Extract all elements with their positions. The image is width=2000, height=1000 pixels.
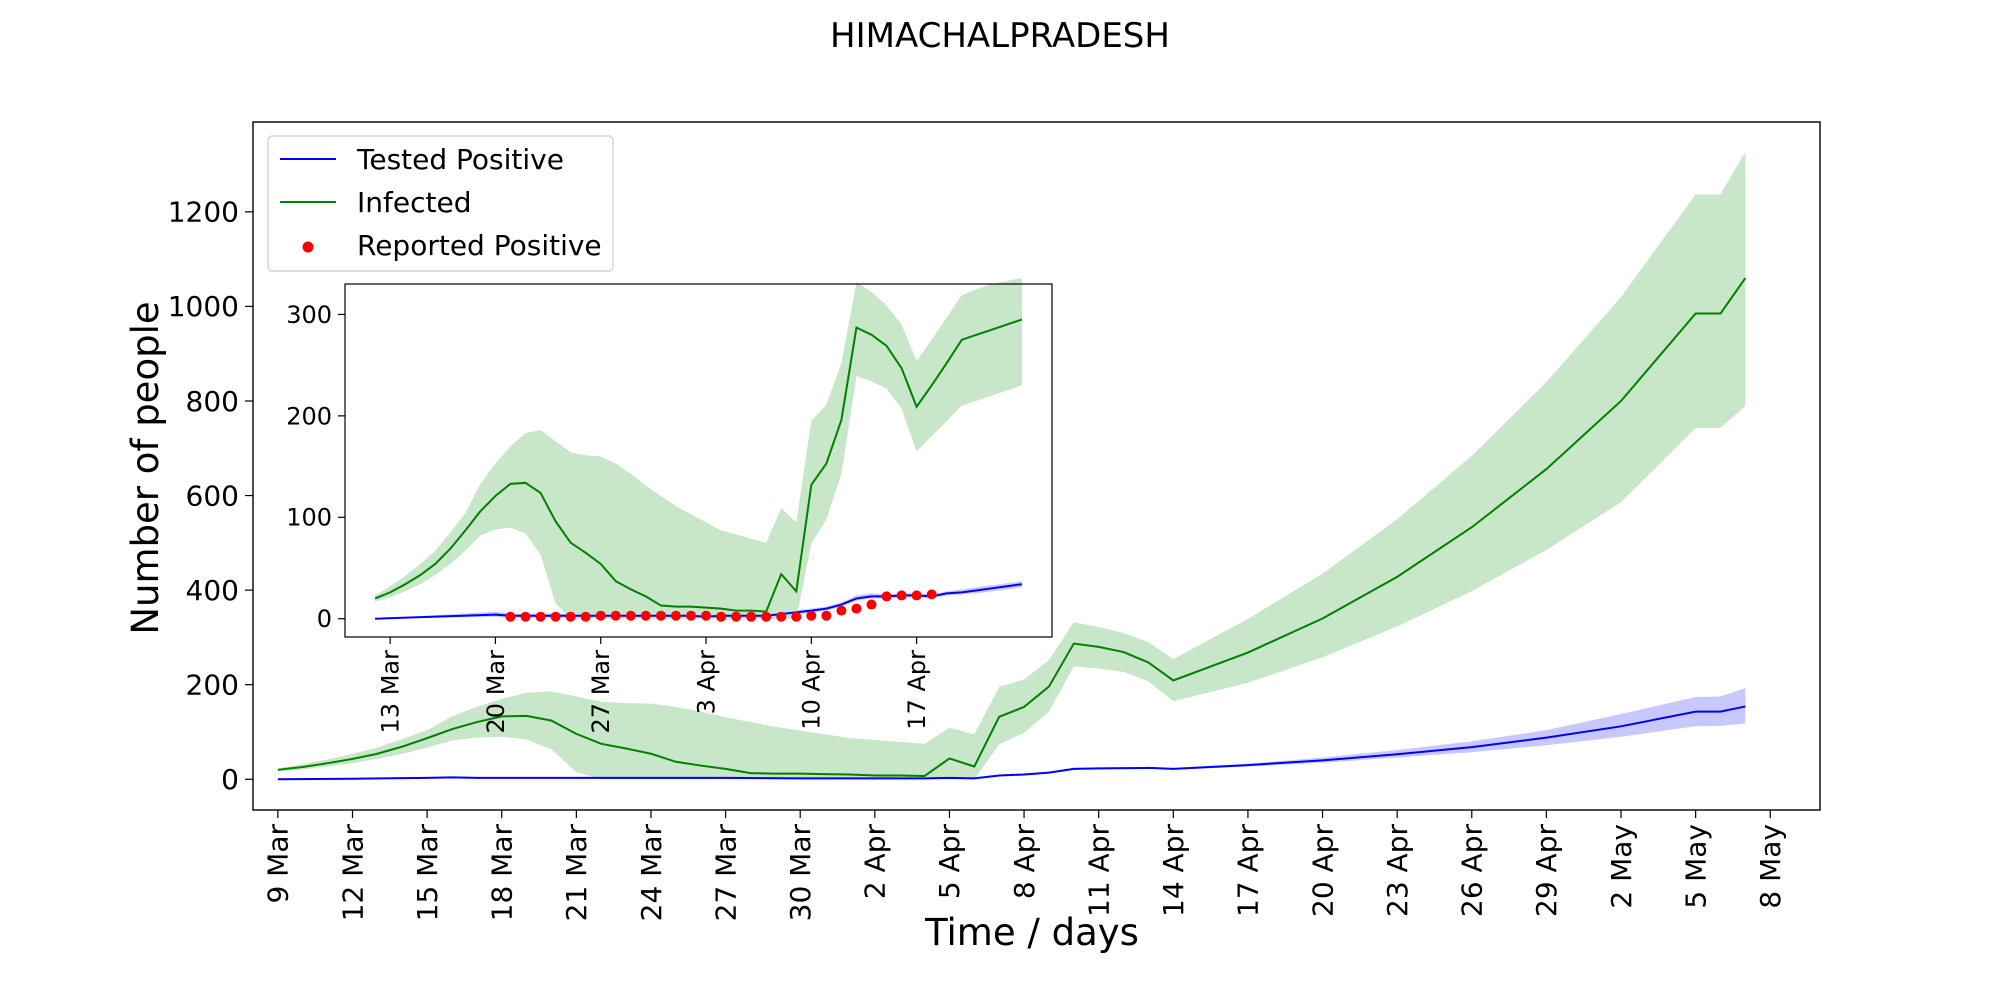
x-tick-label: 23 Apr bbox=[1381, 824, 1414, 917]
reported-positive-point bbox=[881, 591, 892, 602]
legend-box bbox=[267, 135, 614, 272]
tested-positive-confidence-band bbox=[375, 581, 1022, 619]
reported-positive-point bbox=[851, 603, 862, 614]
x-tick-label: 18 Mar bbox=[486, 824, 519, 922]
reported-positive-point bbox=[550, 611, 561, 622]
x-tick-label: 17 Apr bbox=[1232, 824, 1265, 917]
reported-positive-point bbox=[595, 610, 606, 621]
y-tick-label: 100 bbox=[286, 504, 332, 532]
reported-positive-point bbox=[505, 611, 516, 622]
y-tick-label: 200 bbox=[286, 402, 332, 430]
x-tick-label: 30 Mar bbox=[784, 824, 817, 922]
y-tick-label: 1000 bbox=[168, 290, 239, 323]
x-tick-label: 2 May bbox=[1605, 824, 1638, 909]
main-plot-frame bbox=[252, 121, 1821, 811]
x-tick-label: 29 Apr bbox=[1530, 824, 1563, 917]
reported-positive-point bbox=[776, 611, 787, 622]
x-tick-label: 26 Apr bbox=[1456, 824, 1489, 917]
reported-positive-point bbox=[896, 590, 907, 601]
y-tick-label: 0 bbox=[317, 605, 332, 633]
x-tick-label: 5 May bbox=[1679, 824, 1712, 909]
reported-positive-point bbox=[806, 610, 817, 621]
x-axis-label: Time / days bbox=[924, 911, 1139, 954]
y-tick-label: 0 bbox=[221, 763, 239, 796]
reported-positive-point bbox=[701, 610, 712, 621]
reported-positive-point bbox=[746, 611, 757, 622]
reported-positive-point bbox=[731, 611, 742, 622]
x-tick-label: 20 Apr bbox=[1306, 824, 1339, 917]
tested-positive-line bbox=[277, 705, 1746, 781]
x-tick-label: 15 Mar bbox=[411, 824, 444, 922]
reported-positive-point bbox=[685, 610, 696, 621]
legend-reported-positive-swatch bbox=[302, 241, 314, 253]
reported-positive-point bbox=[535, 611, 546, 622]
x-tick-label: 3 Apr bbox=[692, 650, 720, 715]
y-tick-label: 800 bbox=[186, 385, 239, 418]
tested-positive-line bbox=[375, 583, 1023, 620]
reported-positive-point bbox=[580, 611, 591, 622]
y-tick-label: 400 bbox=[186, 574, 239, 607]
x-tick-label: 2 Apr bbox=[859, 824, 892, 900]
reported-positive-point bbox=[761, 611, 772, 622]
infected-confidence-band bbox=[277, 151, 1746, 780]
legend: Tested Positive Infected Reported Positive bbox=[267, 135, 614, 272]
infected-line bbox=[374, 318, 1023, 613]
reported-positive-point bbox=[716, 611, 727, 622]
infected-confidence-band bbox=[375, 277, 1022, 619]
reported-positive-point bbox=[640, 610, 651, 621]
x-tick-label: 13 Mar bbox=[377, 650, 405, 734]
y-tick-label: 1200 bbox=[168, 196, 239, 229]
x-tick-label: 20 Mar bbox=[482, 650, 510, 734]
x-tick-label: 10 Apr bbox=[798, 650, 826, 730]
x-tick-label: 12 Mar bbox=[336, 824, 369, 922]
y-axis-label: Number of people bbox=[124, 301, 167, 634]
legend-reported-positive-label: Reported Positive bbox=[357, 229, 602, 262]
x-tick-label: 24 Mar bbox=[635, 824, 668, 922]
reported-positive-point bbox=[625, 610, 636, 621]
x-tick-label: 27 Mar bbox=[587, 650, 615, 734]
infected-line bbox=[277, 277, 1747, 777]
inset-plot-area: 0 100 200 300 13 Mar 20 Mar 27 Mar 3 Apr 10 Apr 1… bbox=[286, 277, 1053, 734]
x-tick-label: 11 Apr bbox=[1082, 824, 1115, 917]
x-tick-label: 8 May bbox=[1754, 824, 1787, 909]
reported-positive-point bbox=[610, 610, 621, 621]
reported-positive-point bbox=[791, 611, 802, 622]
inset-plot-frame bbox=[344, 283, 1053, 638]
reported-positive-point bbox=[821, 610, 832, 621]
reported-positive-point bbox=[836, 605, 847, 616]
y-tick-label: 300 bbox=[286, 301, 332, 329]
reported-positive-point bbox=[926, 589, 937, 600]
reported-positive-point bbox=[655, 610, 666, 621]
reported-positive-point bbox=[866, 599, 877, 610]
x-tick-label: 5 Apr bbox=[933, 824, 966, 900]
x-tick-label: 9 Mar bbox=[262, 824, 295, 904]
legend-tested-positive-label: Tested Positive bbox=[356, 143, 564, 176]
reported-positive-point bbox=[670, 610, 681, 621]
reported-positive-point bbox=[565, 611, 576, 622]
legend-infected-label: Infected bbox=[357, 186, 471, 219]
x-tick-label: 8 Apr bbox=[1008, 824, 1041, 900]
x-tick-label: 21 Mar bbox=[560, 824, 593, 922]
chart-title: HIMACHALPRADESH bbox=[830, 16, 1170, 56]
x-tick-label: 27 Mar bbox=[709, 824, 742, 922]
y-tick-label: 600 bbox=[186, 479, 239, 512]
x-tick-label: 14 Apr bbox=[1157, 824, 1190, 917]
reported-positive-point bbox=[911, 590, 922, 601]
x-tick-label: 17 Apr bbox=[903, 650, 931, 730]
y-tick-label: 200 bbox=[186, 668, 239, 701]
reported-positive-point bbox=[520, 611, 531, 622]
